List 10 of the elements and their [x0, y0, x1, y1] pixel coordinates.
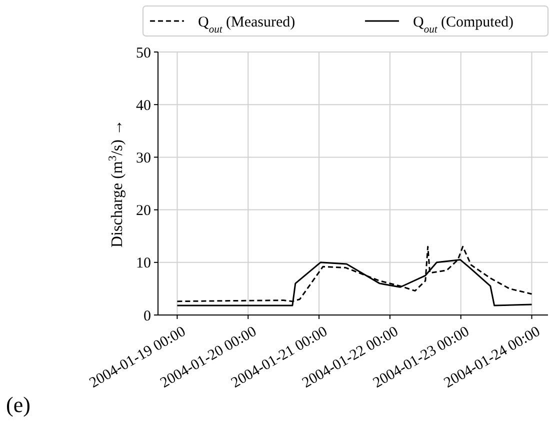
y-tick-label: 40	[136, 98, 151, 114]
y-tick-label: 10	[136, 256, 151, 272]
text: (e)	[6, 392, 30, 417]
y-tick-label: 0	[144, 308, 151, 324]
y-tick-label: 20	[136, 203, 151, 220]
y-tick-label: 30	[136, 150, 151, 166]
legend-label: Q$_{out}$ (Measured)	[198, 14, 296, 35]
y-tick-label: 50	[136, 45, 151, 62]
line-series	[176, 246, 532, 302]
legend-label: Q$_{out}$ (Computed)	[413, 14, 514, 35]
